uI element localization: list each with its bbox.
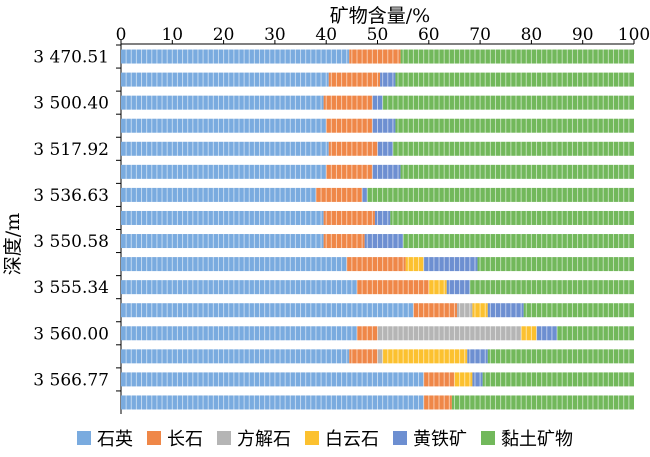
bar-segment bbox=[372, 118, 396, 133]
y-tick-label: 3 550.58 bbox=[33, 232, 109, 252]
y-axis-labels: 3 470.51 3 500.40 3 517.92 3 536.63 3 550.58… bbox=[33, 44, 121, 392]
bar-segment bbox=[382, 349, 468, 364]
legend: 石英 长石 方解石 白云石 黄铁矿 黏土矿物 bbox=[0, 424, 650, 452]
bar-segment bbox=[326, 164, 373, 179]
chart-title: 矿物含量/% bbox=[330, 5, 430, 27]
bar-segment bbox=[467, 349, 488, 364]
y-tick-label: 3 536.63 bbox=[33, 186, 109, 206]
bar-segment bbox=[395, 118, 634, 133]
legend-swatch bbox=[77, 431, 91, 445]
y-tick-label: 3 560.00 bbox=[33, 324, 109, 344]
y-tick-label: 3 470.51 bbox=[33, 48, 109, 68]
bar-segment bbox=[446, 280, 470, 295]
legend-swatch bbox=[481, 431, 495, 445]
x-tick-label: 10 bbox=[161, 25, 183, 45]
legend-item: 长石 bbox=[147, 425, 203, 451]
bar-segment bbox=[364, 234, 404, 249]
bar-segment bbox=[454, 372, 473, 387]
y-tick-label: 3 566.77 bbox=[33, 370, 109, 390]
y-tick-label: 3 517.92 bbox=[33, 140, 109, 160]
bar-segment bbox=[121, 349, 350, 364]
bar-segment bbox=[326, 118, 373, 133]
bar-segment bbox=[405, 257, 424, 272]
legend-label: 长石 bbox=[167, 429, 203, 450]
x-tick-label: 80 bbox=[521, 25, 543, 45]
bar-segment bbox=[451, 395, 634, 410]
bar-segment bbox=[382, 95, 634, 110]
legend-swatch bbox=[147, 431, 161, 445]
bar-segment bbox=[487, 349, 634, 364]
x-tick-label: 90 bbox=[572, 25, 594, 45]
x-tick-label: 60 bbox=[418, 25, 440, 45]
bar-segment bbox=[477, 257, 634, 272]
bar-segment bbox=[362, 187, 368, 202]
bar-segment bbox=[377, 349, 383, 364]
chart: 矿物含量/% 0 10 20 30 40 50 60 70 80 90 100 3 470.513 … bbox=[2, 5, 650, 414]
legend-item: 方解石 bbox=[217, 425, 291, 451]
legend-swatch bbox=[217, 431, 231, 445]
bar-segment bbox=[121, 210, 324, 225]
x-tick-label: 30 bbox=[264, 25, 286, 45]
legend-label: 方解石 bbox=[237, 429, 291, 450]
x-tick-label: 50 bbox=[367, 25, 389, 45]
bar-segment bbox=[377, 141, 393, 156]
legend-label: 黄铁矿 bbox=[413, 429, 467, 450]
bar-segment bbox=[328, 141, 378, 156]
legend-swatch bbox=[393, 431, 407, 445]
bar-segment bbox=[413, 303, 458, 318]
x-tick-label: 70 bbox=[469, 25, 491, 45]
bar-segment bbox=[403, 234, 634, 249]
bar-segment bbox=[121, 303, 414, 318]
bar-segment bbox=[472, 372, 483, 387]
legend-label: 黏土矿物 bbox=[501, 429, 573, 450]
legend-item: 黏土矿物 bbox=[481, 425, 573, 451]
bar-segment bbox=[349, 349, 378, 364]
x-tick-label: 0 bbox=[116, 25, 127, 45]
bar-segment bbox=[121, 72, 329, 87]
legend-label: 石英 bbox=[97, 429, 133, 450]
bar-segment bbox=[523, 303, 634, 318]
bar-segment bbox=[372, 164, 401, 179]
bar-segment bbox=[521, 326, 537, 341]
bar-segment bbox=[390, 210, 634, 225]
bar-segment bbox=[400, 49, 634, 64]
x-tick-label: 100 bbox=[618, 25, 650, 45]
bar-segment bbox=[423, 257, 478, 272]
bar-segment bbox=[121, 372, 424, 387]
bar-segment bbox=[428, 280, 447, 295]
legend-label: 白云石 bbox=[325, 429, 379, 450]
bar-segment bbox=[557, 326, 634, 341]
legend-item: 石英 bbox=[77, 425, 133, 451]
legend-item: 白云石 bbox=[305, 425, 379, 451]
legend-item: 黄铁矿 bbox=[393, 425, 467, 451]
y-tick-label: 3 500.40 bbox=[33, 94, 109, 114]
bar-segment bbox=[400, 164, 634, 179]
x-axis-ticks: 0 10 20 30 40 50 60 70 80 90 100 bbox=[116, 25, 650, 45]
bar-segment bbox=[392, 141, 634, 156]
bar-segment bbox=[121, 395, 424, 410]
bar-segment bbox=[482, 372, 634, 387]
bar-segment bbox=[323, 234, 365, 249]
x-tick-label: 20 bbox=[213, 25, 235, 45]
y-tick-label: 3 555.34 bbox=[33, 278, 109, 298]
bar-segment bbox=[121, 234, 324, 249]
y-axis-label: 深度/m bbox=[2, 213, 24, 275]
bar-segment bbox=[346, 257, 406, 272]
bars bbox=[121, 45, 634, 414]
legend-swatch bbox=[305, 431, 319, 445]
bar-segment bbox=[395, 72, 634, 87]
bar-segment bbox=[121, 95, 324, 110]
bar-segment bbox=[121, 49, 350, 64]
x-tick-label: 40 bbox=[315, 25, 337, 45]
bar-segment bbox=[315, 187, 363, 202]
bar-segment bbox=[121, 141, 329, 156]
bar-segment bbox=[423, 395, 452, 410]
bar-segment bbox=[323, 95, 373, 110]
